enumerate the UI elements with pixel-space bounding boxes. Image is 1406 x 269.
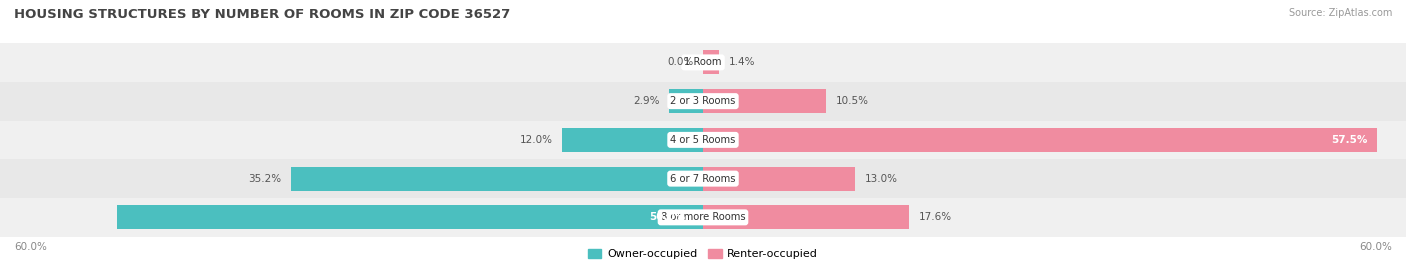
Bar	[0, 159, 1406, 198]
Bar	[703, 89, 827, 113]
Bar	[0, 82, 1406, 121]
Bar	[703, 205, 910, 229]
Text: 60.0%: 60.0%	[14, 242, 46, 252]
Text: 13.0%: 13.0%	[865, 174, 897, 184]
Text: 4 or 5 Rooms: 4 or 5 Rooms	[671, 135, 735, 145]
Bar	[562, 128, 703, 152]
Text: 12.0%: 12.0%	[520, 135, 553, 145]
Bar	[117, 205, 703, 229]
Text: 2 or 3 Rooms: 2 or 3 Rooms	[671, 96, 735, 106]
Text: 60.0%: 60.0%	[1360, 242, 1392, 252]
Legend: Owner-occupied, Renter-occupied: Owner-occupied, Renter-occupied	[583, 244, 823, 263]
Text: 57.5%: 57.5%	[1331, 135, 1367, 145]
Bar	[703, 167, 855, 191]
Text: 6 or 7 Rooms: 6 or 7 Rooms	[671, 174, 735, 184]
Bar	[703, 128, 1376, 152]
Text: 35.2%: 35.2%	[247, 174, 281, 184]
Text: 50.0%: 50.0%	[650, 212, 686, 222]
Text: Source: ZipAtlas.com: Source: ZipAtlas.com	[1288, 8, 1392, 18]
Bar	[0, 121, 1406, 159]
Text: HOUSING STRUCTURES BY NUMBER OF ROOMS IN ZIP CODE 36527: HOUSING STRUCTURES BY NUMBER OF ROOMS IN…	[14, 8, 510, 21]
Text: 10.5%: 10.5%	[835, 96, 869, 106]
Bar	[703, 50, 720, 75]
Text: 0.0%: 0.0%	[668, 57, 693, 68]
Bar	[0, 43, 1406, 82]
Bar	[291, 167, 703, 191]
Text: 8 or more Rooms: 8 or more Rooms	[661, 212, 745, 222]
Bar	[669, 89, 703, 113]
Text: 17.6%: 17.6%	[918, 212, 952, 222]
Text: 2.9%: 2.9%	[633, 96, 659, 106]
Text: 1.4%: 1.4%	[728, 57, 755, 68]
Text: 1 Room: 1 Room	[685, 57, 721, 68]
Bar	[0, 198, 1406, 237]
